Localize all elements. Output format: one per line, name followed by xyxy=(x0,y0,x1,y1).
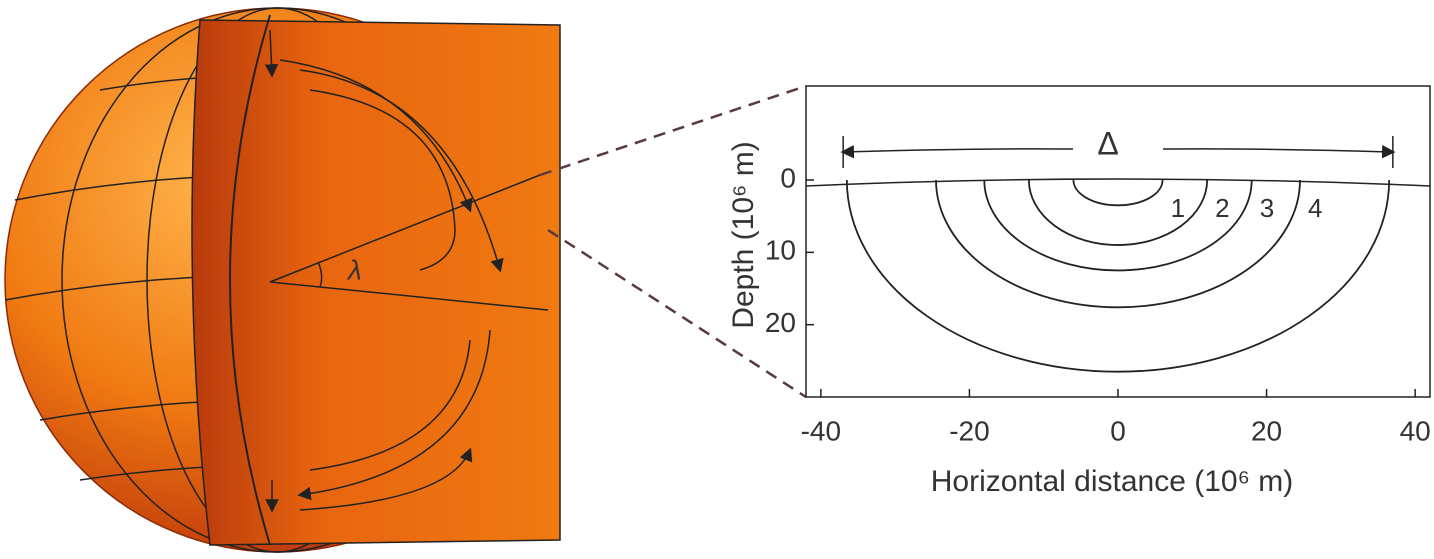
zoom-line xyxy=(540,86,806,175)
y-axis-label: Depth (10⁶ m) xyxy=(727,141,760,328)
x-tick-label: 20 xyxy=(1251,415,1282,446)
sphere xyxy=(5,8,560,552)
x-tick-label: -40 xyxy=(801,415,841,446)
x-tick-label: -20 xyxy=(949,415,989,446)
arc xyxy=(936,180,1300,307)
arc xyxy=(1073,180,1162,205)
surface xyxy=(806,179,1430,186)
y-tick-label: 0 xyxy=(780,162,796,193)
arc-label: 2 xyxy=(1215,193,1229,223)
arc-label: 4 xyxy=(1308,193,1322,223)
delta-arrow xyxy=(843,149,1073,152)
delta-label: Δ xyxy=(1097,125,1118,161)
x-tick-label: 0 xyxy=(1110,415,1126,446)
y-tick-label: 10 xyxy=(765,235,796,266)
y-tick-label: 20 xyxy=(765,307,796,338)
arc xyxy=(984,180,1251,270)
arc-label: 3 xyxy=(1260,193,1274,223)
x-axis-label: Horizontal distance (10⁶ m) xyxy=(931,465,1294,498)
figure: λ Horizontal distance (10⁶ m) Depth (10⁶… xyxy=(0,0,1434,554)
x-tick-label: 40 xyxy=(1400,415,1431,446)
angle-label: λ xyxy=(346,254,362,285)
delta-arrow xyxy=(1163,149,1393,152)
arc-label: 1 xyxy=(1171,193,1185,223)
